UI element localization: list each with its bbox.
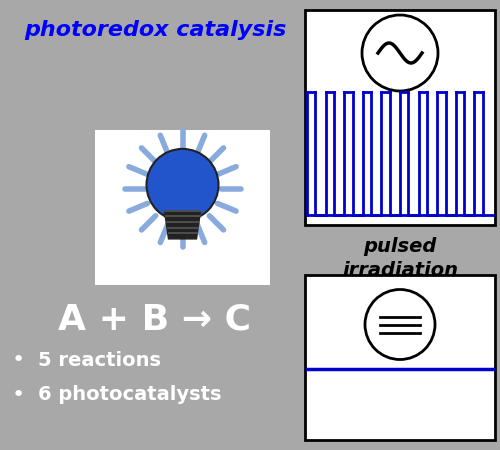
Circle shape [146,149,218,221]
Bar [305,275,495,440]
Circle shape [362,15,438,91]
Text: 5 reactions: 5 reactions [38,351,161,369]
Text: photoredox catalysis: photoredox catalysis [24,20,286,40]
Bar [95,130,270,285]
Text: 6 photocatalysts: 6 photocatalysts [38,386,222,405]
Text: pulsed: pulsed [364,238,436,256]
Circle shape [365,289,435,360]
Text: A + B → C: A + B → C [58,303,252,337]
Polygon shape [154,185,210,211]
Text: •: • [12,385,24,405]
Text: •: • [12,350,24,370]
Bar [305,10,495,225]
Text: irradiation: irradiation [342,261,458,279]
Polygon shape [164,211,200,239]
